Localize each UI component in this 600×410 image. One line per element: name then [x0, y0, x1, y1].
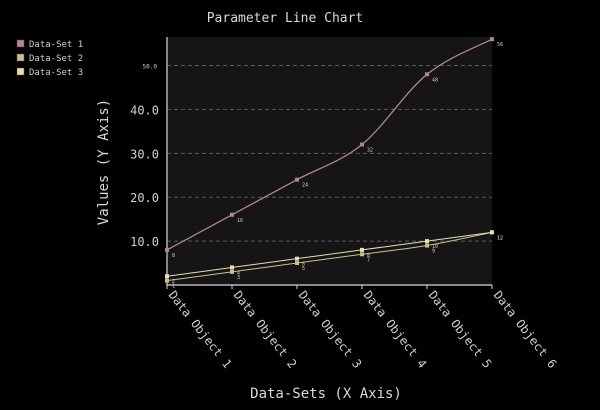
y-tick-label: 50.0	[143, 64, 158, 71]
y-tick-label: 30.0	[130, 147, 159, 161]
data-point	[490, 230, 494, 235]
data-label: 56	[497, 42, 503, 48]
x-tick-label: Data Object 4	[361, 288, 430, 371]
y-tick-label: 10.0	[130, 235, 159, 249]
data-points	[165, 37, 494, 283]
data-point	[165, 274, 169, 279]
series-lines	[166, 38, 493, 282]
data-point	[360, 252, 364, 257]
data-label: 10	[432, 244, 438, 250]
data-label: 16	[237, 218, 243, 224]
data-label: 24	[302, 183, 308, 189]
x-tick-label: Data Object 5	[426, 288, 495, 371]
data-label: 5	[302, 266, 305, 272]
legend-swatch	[16, 67, 25, 76]
x-tick-label: Data Object 3	[296, 288, 365, 371]
data-point	[230, 265, 234, 270]
y-tick-label: 20.0	[130, 191, 159, 205]
axes	[166, 37, 493, 289]
data-label: 32	[367, 148, 373, 154]
x-tick-label: Data Object 6	[491, 288, 560, 371]
legend-item-1: Data-Set 1	[16, 39, 83, 50]
x-axis-label: Data-Sets (X Axis)	[250, 386, 402, 402]
data-point	[490, 37, 494, 42]
data-point	[360, 247, 364, 252]
data-point	[425, 243, 429, 248]
data-label: 8	[367, 253, 370, 259]
data-label: 9	[432, 248, 435, 254]
data-point	[425, 239, 429, 244]
y-tick-labels: 10.0 20.0 30.0 40.0 50.0	[130, 64, 159, 250]
data-point	[295, 177, 299, 182]
data-point	[360, 142, 364, 147]
series-line-2	[166, 231, 493, 282]
data-label: 4	[237, 270, 240, 276]
grid-lines	[167, 65, 492, 242]
legend-label: Data-Set 3	[29, 68, 83, 78]
data-label: 12	[497, 235, 503, 241]
data-point	[230, 212, 234, 217]
data-label: 7	[367, 257, 370, 263]
data-point	[165, 278, 169, 283]
legend-label: Data-Set 2	[29, 54, 83, 64]
legend-swatch	[16, 53, 25, 62]
data-label: 8	[172, 253, 175, 259]
y-tick-label: 40.0	[130, 103, 159, 117]
series-line-1	[166, 38, 493, 251]
data-point	[295, 261, 299, 266]
data-point	[295, 256, 299, 261]
x-tick-label: Data Object 2	[231, 288, 300, 371]
legend-swatch	[16, 39, 25, 48]
chart-title: Parameter Line Chart	[207, 11, 364, 26]
legend: Data-Set 1 Data-Set 2 Data-Set 3	[16, 39, 83, 78]
data-label: 6	[302, 262, 305, 268]
data-label: 1	[172, 284, 175, 290]
data-label: 12	[497, 235, 503, 241]
data-label: 48	[432, 77, 438, 83]
data-point	[230, 269, 234, 274]
data-label: 3	[237, 275, 240, 281]
data-point	[165, 247, 169, 252]
legend-item-3: Data-Set 3	[16, 67, 83, 78]
data-point	[425, 72, 429, 77]
legend-label: Data-Set 1	[29, 40, 83, 50]
y-axis-label: Values (Y Axis)	[96, 99, 112, 225]
series-line-3	[166, 231, 493, 277]
data-label: 2	[172, 279, 175, 285]
plot-area	[167, 37, 492, 285]
legend-item-2: Data-Set 2	[16, 53, 83, 64]
x-tick-label: Data Object 1	[166, 288, 235, 371]
